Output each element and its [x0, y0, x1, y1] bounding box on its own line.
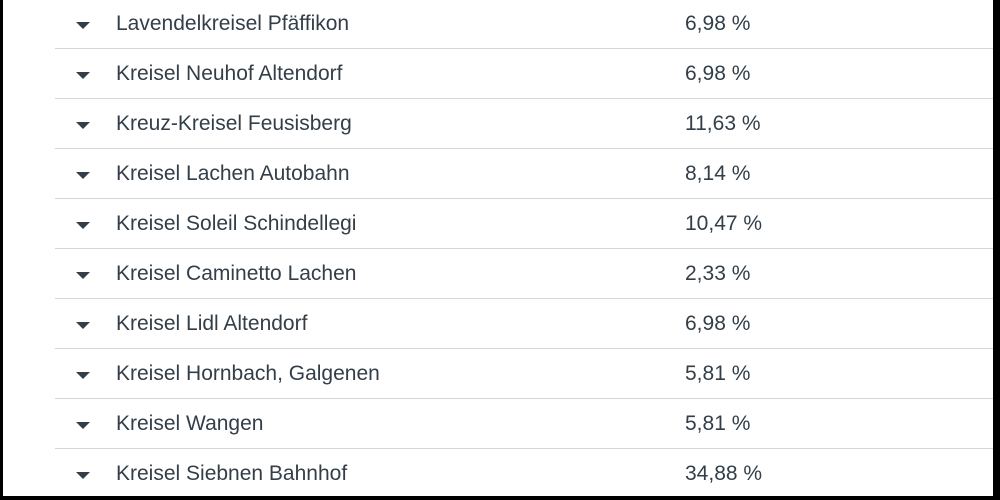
caret-down-icon[interactable]: [76, 121, 90, 129]
answer-percentage: 6,98 %: [685, 311, 751, 335]
list-item[interactable]: Kreisel Caminetto Lachen 2,33 %: [55, 249, 993, 299]
answer-label: Kreisel Caminetto Lachen: [116, 261, 357, 285]
list-item[interactable]: Kreisel Lachen Autobahn 8,14 %: [55, 149, 993, 199]
answer-label: Lavendelkreisel Pfäffikon: [116, 12, 350, 35]
caret-down-icon[interactable]: [76, 321, 90, 329]
caret-down-icon[interactable]: [76, 421, 90, 429]
results-panel: Lavendelkreisel Pfäffikon 6,98 % Kreisel…: [3, 0, 993, 496]
answer-label: Kreisel Wangen: [116, 411, 264, 435]
caret-down-icon[interactable]: [76, 171, 90, 179]
answer-percentage: 34,88 %: [685, 462, 763, 485]
caret-down-icon[interactable]: [76, 71, 90, 79]
answer-label: Kreuz-Kreisel Feusisberg: [116, 111, 352, 135]
answer-percentage: 5,81 %: [685, 411, 751, 435]
list-item[interactable]: Kreisel Soleil Schindellegi 10,47 %: [55, 199, 993, 249]
caret-down-icon[interactable]: [76, 472, 90, 479]
answer-percentage: 11,63 %: [685, 111, 761, 135]
list-item[interactable]: Lavendelkreisel Pfäffikon 6,98 %: [55, 0, 993, 49]
list-item[interactable]: Kreisel Siebnen Bahnhof 34,88 %: [55, 449, 993, 496]
list-item[interactable]: Kreisel Hornbach, Galgenen 5,81 %: [55, 349, 993, 399]
answer-label: Kreisel Hornbach, Galgenen: [116, 361, 380, 385]
answer-label: Kreisel Soleil Schindellegi: [116, 211, 357, 235]
list-item[interactable]: Kreisel Lidl Altendorf 6,98 %: [55, 299, 993, 349]
answer-percentage: 10,47 %: [685, 211, 763, 235]
answer-percentage: 5,81 %: [685, 361, 751, 385]
list-item[interactable]: Kreisel Neuhof Altendorf 6,98 %: [55, 49, 993, 99]
list-item[interactable]: Kreisel Wangen 5,81 %: [55, 399, 993, 449]
answer-label: Kreisel Neuhof Altendorf: [116, 61, 343, 85]
caret-down-icon[interactable]: [76, 22, 90, 29]
answer-percentage: 6,98 %: [685, 61, 751, 85]
answer-percentage: 2,33 %: [685, 261, 751, 285]
caret-down-icon[interactable]: [76, 271, 90, 279]
answer-label: Kreisel Siebnen Bahnhof: [116, 462, 348, 485]
answer-percentage: 6,98 %: [685, 12, 751, 35]
answer-percentage: 8,14 %: [685, 161, 751, 185]
list-item[interactable]: Kreuz-Kreisel Feusisberg 11,63 %: [55, 99, 993, 149]
answer-label: Kreisel Lachen Autobahn: [116, 161, 350, 185]
caret-down-icon[interactable]: [76, 371, 90, 379]
caret-down-icon[interactable]: [76, 221, 90, 229]
answer-label: Kreisel Lidl Altendorf: [116, 311, 308, 335]
answer-list: Lavendelkreisel Pfäffikon 6,98 % Kreisel…: [55, 0, 993, 496]
